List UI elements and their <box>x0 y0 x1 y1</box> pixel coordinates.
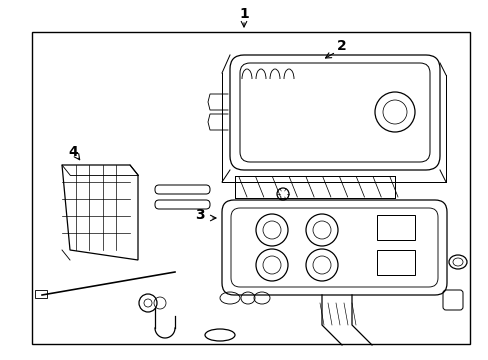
Text: 3: 3 <box>195 208 204 222</box>
Text: 4: 4 <box>68 145 78 159</box>
Text: 1: 1 <box>239 7 248 21</box>
Bar <box>35 290 47 298</box>
Bar <box>376 215 414 240</box>
Bar <box>32 32 469 344</box>
Text: 2: 2 <box>336 39 346 53</box>
Bar <box>376 250 414 275</box>
